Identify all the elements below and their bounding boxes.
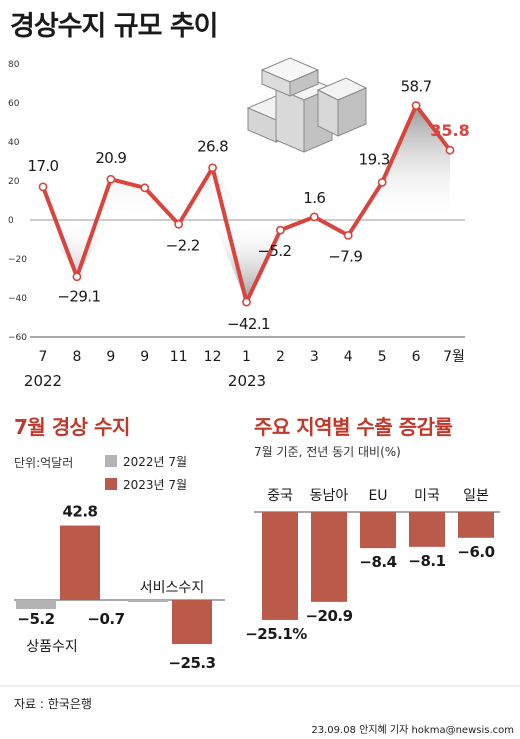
x-tick-label: 7월 [443,349,465,365]
x-tick-label: 2 [276,349,285,365]
export-value-label: −25.1% [245,625,307,643]
x-tick-label: 11 [170,349,188,365]
export-value-label: −8.1 [408,552,445,570]
data-label: 17.0 [28,157,59,175]
data-point [343,231,353,240]
data-label: 26.8 [197,138,228,156]
data-point [309,212,319,222]
export-value-label: −6.0 [457,543,494,561]
data-label: 1.6 [303,189,325,207]
data-point [174,219,184,229]
data-label: −42.1 [227,315,270,333]
area-negative [43,220,450,303]
legend-swatch-2023 [105,478,117,490]
x-tick-label: 12 [204,349,222,365]
category-label-services: 서비스수지 [140,580,204,596]
bar-value-label: −0.7 [87,610,124,628]
bar-2022 [16,600,56,610]
y-tick-label: 80 [8,60,20,70]
export-category-label: 동남아 [310,488,349,504]
data-label: 35.8 [430,121,469,140]
legend-label-2023: 2023년 7월 [123,478,187,492]
data-point [72,272,82,282]
export-subtitle: 7월 기준, 전년 동기 대비(%) [254,445,401,459]
data-label: −7.9 [328,247,362,265]
export-category-label: 중국 [267,488,293,504]
y-tick-label: 0 [8,216,14,226]
x-tick-label: 9 [140,349,149,365]
source-note: 자료 : 한국은행 [14,696,92,711]
data-point [377,177,387,187]
data-label: −2.2 [166,236,200,254]
year-label-2022: 2022 [24,372,62,390]
bop-unit-note: 단위:억달러 [14,456,73,470]
y-tick-label: −20 [8,255,27,265]
data-label: 58.7 [401,78,432,96]
legend-label-2022: 2022년 7월 [123,455,187,469]
data-point [208,163,217,173]
bar-2023 [172,600,212,645]
y-tick-label: 60 [8,99,20,109]
data-point [242,297,251,307]
export-bar [409,512,445,547]
data-label: 19.3 [359,150,390,168]
category-label-goods: 상품수지 [26,639,78,655]
export-category-label: 일본 [463,488,489,504]
money-stack-icon [246,57,368,153]
export-bars: 중국 −25.1% 동남아 −20.9 EU −8.4 미국 −8.1 일본 −6.0 [245,488,495,643]
bar-value-label: 42.8 [62,503,97,521]
data-point [411,101,421,110]
export-bar [311,512,347,602]
data-point [140,183,150,193]
export-value-label: −8.4 [359,553,396,571]
data-label: 20.9 [95,149,126,167]
x-tick-label: 6 [412,349,421,365]
export-category-label: EU [368,488,387,504]
data-point [106,174,116,184]
x-tick-label: 7 [39,349,48,365]
export-category-label: 미국 [414,488,440,504]
y-tick-label: −60 [8,333,27,343]
bar-value-label: −5.2 [17,610,54,628]
y-tick-label: 40 [8,138,20,148]
year-label-2023: 2023 [228,372,266,390]
export-section-title: 주요 지역별 수출 증감률 [254,415,452,439]
data-point [38,182,48,192]
export-value-label: −20.9 [305,607,352,625]
export-bar [262,512,298,620]
x-tick-label: 3 [310,349,319,365]
bar-value-label: −25.3 [168,654,215,672]
x-tick-label: 8 [72,349,81,365]
x-tick-label: 9 [106,349,115,365]
data-label: −29.1 [57,288,100,306]
x-tick-label: 4 [344,349,353,365]
page-title: 경상수지 규모 추이 [10,11,219,42]
y-tick-label: −40 [8,294,27,304]
data-point [276,225,285,235]
export-bar [458,512,494,538]
bar-2023 [60,525,100,600]
credit-line: 23.09.08 안지혜 기자 hokma@newsis.com [311,724,514,736]
bop-bars: −5.2 42.8 −0.7 −25.3 상품수지 서비스수지 [16,503,216,672]
data-point [445,145,455,155]
y-tick-label: 20 [8,177,20,187]
x-tick-label: 1 [242,349,251,365]
export-bar [360,512,396,549]
x-tick-label: 5 [378,349,387,365]
legend-swatch-2022 [105,455,117,467]
bop-section-title: 7월 경상 수지 [14,415,130,439]
data-label: −5.2 [257,242,291,260]
bar-2022 [128,600,168,602]
